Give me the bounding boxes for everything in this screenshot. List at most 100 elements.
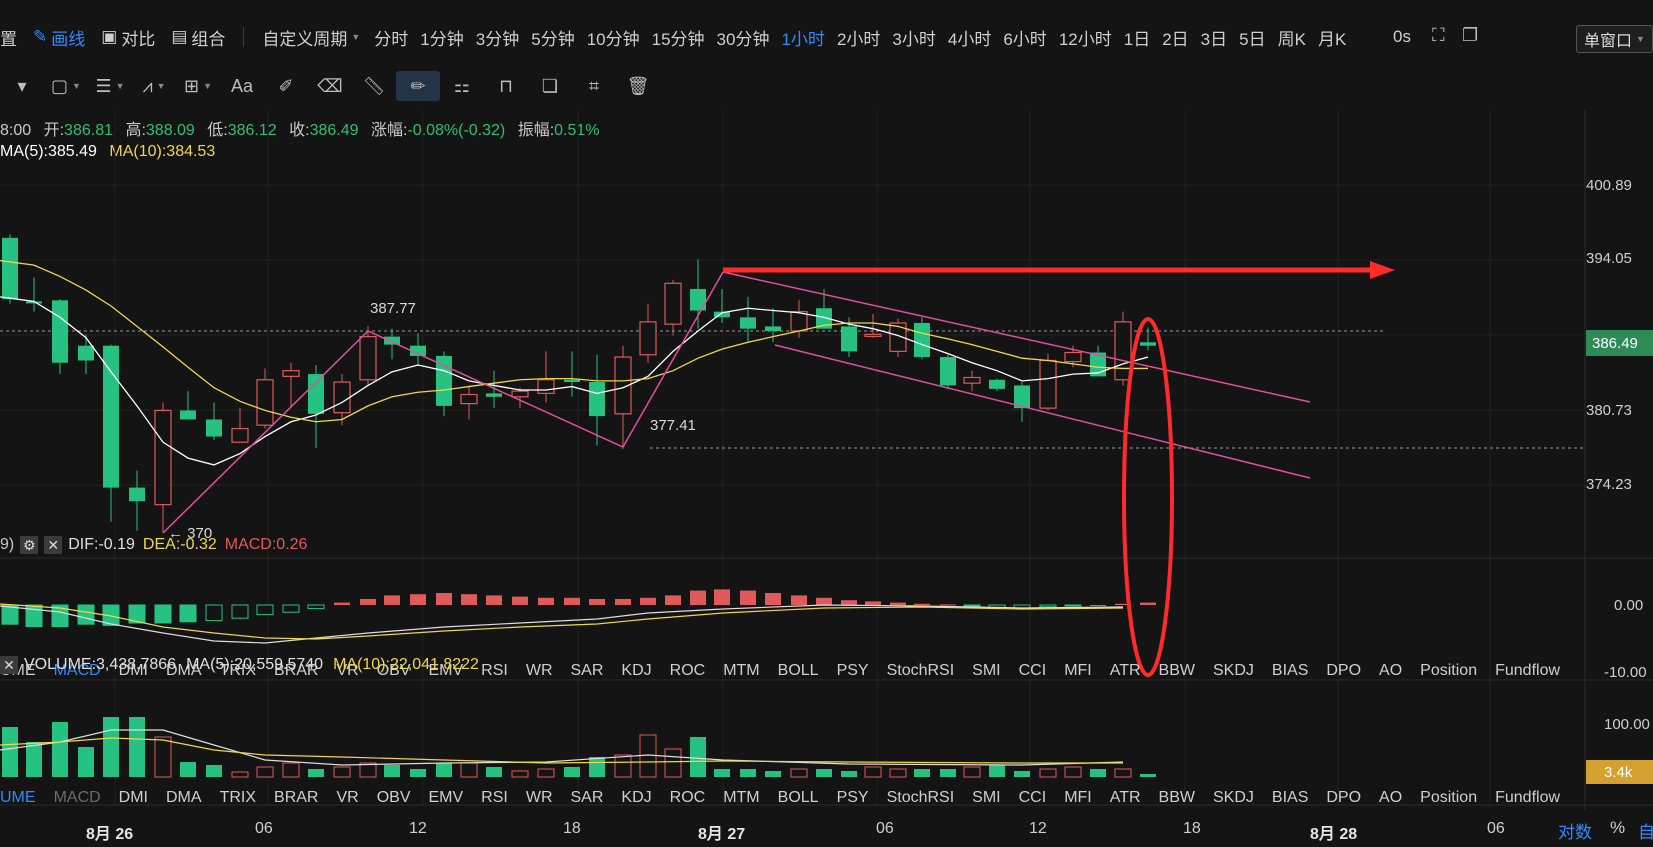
indicator-tab[interactable]: SMI xyxy=(972,789,1001,806)
measure-tool-icon[interactable]: ⊞ ▼ xyxy=(183,75,212,96)
indicator-tab[interactable]: CCI xyxy=(1018,662,1047,679)
rectangle-tool-icon[interactable]: ▢ ▼ xyxy=(51,75,81,96)
compare-button[interactable]: ▣ 对比 xyxy=(101,27,156,49)
indicator-tab[interactable]: WR xyxy=(525,789,553,806)
custom-period-dropdown[interactable]: 自定义周期 ▼ xyxy=(262,29,361,49)
indicator-tab[interactable]: VR xyxy=(336,662,359,679)
settings-label-cut[interactable]: 置 xyxy=(0,29,17,49)
period-tab[interactable]: 2日 xyxy=(1162,29,1189,49)
indicator-tab[interactable]: BIAS xyxy=(1271,662,1309,679)
indicator-tab[interactable]: BBW xyxy=(1158,789,1195,806)
eraser-tool-icon[interactable]: ⌫ xyxy=(317,75,343,96)
indicator-tab[interactable]: TRIX xyxy=(219,789,257,806)
indicator-tab[interactable]: RSI xyxy=(481,789,508,806)
period-tab[interactable]: 5分钟 xyxy=(531,29,575,49)
period-tab[interactable]: 1日 xyxy=(1123,29,1151,49)
period-tab[interactable]: 分时 xyxy=(374,29,409,49)
parallel-lines-icon[interactable]: ☰ ▼ xyxy=(95,75,125,96)
indicator-tab[interactable]: SAR xyxy=(570,789,604,806)
period-tab[interactable]: 3小时 xyxy=(892,29,936,49)
log-scale-toggle[interactable]: 对数 xyxy=(1558,823,1592,842)
period-tab[interactable]: 3日 xyxy=(1200,29,1228,49)
trash-icon[interactable]: 🗑︎ xyxy=(626,75,650,96)
indicator-tab[interactable]: MFI xyxy=(1064,662,1092,679)
period-tab[interactable]: 10分钟 xyxy=(586,29,640,49)
indicator-tab[interactable]: StochRSI xyxy=(886,662,955,679)
period-tab[interactable]: 15分钟 xyxy=(651,29,705,49)
indicator-tab[interactable]: DMI xyxy=(118,789,148,806)
period-tab[interactable]: 4小时 xyxy=(947,29,992,49)
indicator-tab[interactable]: ATR xyxy=(1109,662,1141,679)
indicator-tab[interactable]: StochRSI xyxy=(886,789,955,806)
indicator-tab[interactable]: ROC xyxy=(669,662,706,679)
indicator-tab[interactable]: VR xyxy=(336,789,359,806)
period-tab[interactable]: 2小时 xyxy=(836,29,881,49)
visibility-icon[interactable]: ⌗ xyxy=(588,75,600,96)
continuous-draw-icon[interactable]: ✏ xyxy=(396,71,440,101)
period-tab[interactable]: 月K xyxy=(1317,29,1347,49)
indicator-tab[interactable]: AO xyxy=(1379,662,1403,679)
text-tool-icon[interactable]: Aa xyxy=(230,75,254,96)
indicator-tab[interactable]: UME xyxy=(0,789,36,806)
magnet-icon[interactable]: ⚏ xyxy=(453,75,471,96)
indicator-tab[interactable]: WR xyxy=(525,662,553,679)
indicator-tab[interactable]: Fundflow xyxy=(1495,789,1561,806)
indicator-tab[interactable]: KDJ xyxy=(621,789,652,806)
period-tab[interactable]: 30分钟 xyxy=(716,29,770,49)
gear-icon[interactable]: ⚙ xyxy=(20,536,39,554)
percent-scale-toggle[interactable]: % xyxy=(1610,818,1626,837)
indicator-tab[interactable]: BRAR xyxy=(274,662,319,679)
indicator-tab[interactable]: DMA xyxy=(166,789,202,806)
close-icon[interactable]: ✕ xyxy=(0,656,18,674)
period-tab[interactable]: 3分钟 xyxy=(475,29,520,49)
indicator-tab[interactable]: OBV xyxy=(376,789,411,806)
fullscreen-icon[interactable]: ⛶ xyxy=(1432,25,1445,45)
cursor-tool-icon[interactable]: ▾ xyxy=(17,75,27,96)
indicator-tab[interactable]: BIAS xyxy=(1271,789,1309,806)
indicator-tab[interactable]: SAR xyxy=(570,662,604,679)
ruler-tool-icon[interactable]: 📏︎ xyxy=(362,75,386,96)
indicator-tab[interactable]: TRIX xyxy=(219,662,257,679)
indicator-tab[interactable]: BOLL xyxy=(777,789,819,806)
period-tab[interactable]: 周K xyxy=(1277,29,1306,49)
period-tab[interactable]: 12小时 xyxy=(1058,29,1112,49)
indicator-tab[interactable]: EMV xyxy=(428,789,464,806)
indicator-tab[interactable]: MFI xyxy=(1064,789,1092,806)
auto-scale-toggle[interactable]: 自 xyxy=(1638,823,1653,842)
indicator-tab[interactable]: Position xyxy=(1420,662,1478,679)
indicator-tab[interactable]: DPO xyxy=(1326,662,1362,679)
copy-icon[interactable]: ❏ xyxy=(541,75,559,96)
indicator-tab[interactable]: DMA xyxy=(166,662,202,679)
indicator-tab[interactable]: SMI xyxy=(972,662,1001,679)
indicator-tab[interactable]: MTM xyxy=(723,789,760,806)
indicator-tab[interactable]: MACD xyxy=(53,662,101,679)
window-icon[interactable]: ❐ xyxy=(1462,25,1479,45)
indicator-tab[interactable]: AO xyxy=(1379,789,1403,806)
draw-line-button[interactable]: ✎ 画线 xyxy=(33,27,86,49)
close-icon[interactable]: ✕ xyxy=(44,536,63,554)
period-tab[interactable]: 5日 xyxy=(1239,29,1266,49)
wave-tool-icon[interactable]: ⩘ ▼ xyxy=(142,75,166,96)
window-mode-dropdown[interactable]: 单窗口 ▼ xyxy=(1576,25,1653,53)
indicator-tab[interactable]: SKDJ xyxy=(1213,662,1254,679)
indicator-tab[interactable]: PSY xyxy=(836,789,869,806)
indicator-tab[interactable]: DMI xyxy=(118,662,148,679)
period-tab[interactable]: 1分钟 xyxy=(420,29,464,49)
indicator-tab[interactable]: PSY xyxy=(836,662,869,679)
indicator-tab[interactable]: ROC xyxy=(669,789,706,806)
combo-button[interactable]: ▤ 组合 xyxy=(171,27,226,49)
indicator-tab[interactable]: SKDJ xyxy=(1213,789,1254,806)
indicator-tab[interactable]: MACD xyxy=(53,789,101,806)
indicator-tab[interactable]: DPO xyxy=(1326,789,1362,806)
indicator-tab[interactable]: BRAR xyxy=(274,789,319,806)
period-tab[interactable]: 6小时 xyxy=(1003,29,1047,49)
indicator-tab[interactable]: BBW xyxy=(1158,662,1195,679)
indicator-tab[interactable]: RSI xyxy=(481,662,508,679)
indicator-tab[interactable]: ATR xyxy=(1109,789,1141,806)
indicator-tab[interactable]: Position xyxy=(1420,789,1478,806)
lock-icon[interactable]: ⊓ xyxy=(498,75,514,96)
indicator-tab[interactable]: OBV xyxy=(376,662,411,679)
indicator-tab[interactable]: CCI xyxy=(1018,789,1047,806)
brush-tool-icon[interactable]: ✐ xyxy=(278,75,294,96)
period-tab[interactable]: 1小时 xyxy=(781,29,825,49)
